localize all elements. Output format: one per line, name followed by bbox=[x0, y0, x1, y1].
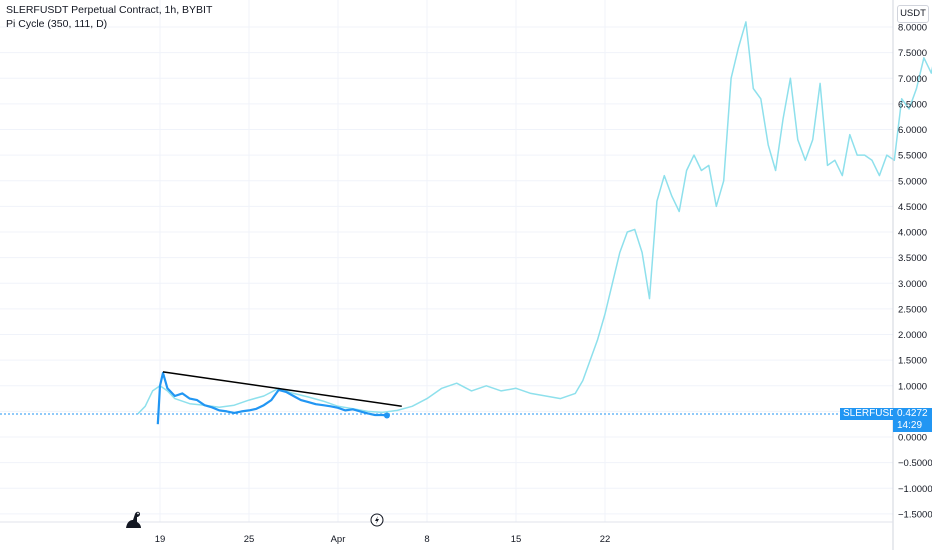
last-point-marker bbox=[383, 412, 390, 419]
trendline[interactable] bbox=[162, 371, 402, 407]
trendline-layer[interactable] bbox=[162, 371, 402, 407]
y-tick-label: 4.0000 bbox=[898, 228, 927, 239]
y-tick-label: 5.0000 bbox=[898, 176, 927, 187]
bar-countdown: 14:29 bbox=[897, 420, 923, 431]
y-tick-label: 2.0000 bbox=[898, 330, 927, 341]
last-price-box: 0.4272 14:29 bbox=[893, 408, 932, 432]
y-tick-label: 1.5000 bbox=[898, 356, 927, 367]
chart-title: SLERFUSDT Perpetual Contract, 1h, BYBIT bbox=[6, 4, 213, 16]
y-tick-label: 7.0000 bbox=[898, 74, 927, 85]
tradingview-logo-icon[interactable] bbox=[126, 511, 141, 528]
pi-cycle-series-line bbox=[137, 21, 932, 415]
x-tick-label: 22 bbox=[600, 534, 611, 545]
y-tick-label: 3.0000 bbox=[898, 279, 927, 290]
price-series-line bbox=[156, 371, 388, 425]
price-axis[interactable]: 8.0000 7.5000 7.0000 6.5000 6.0000 5.5000 5.00… bbox=[898, 23, 932, 521]
y-tick-label: −1.5000 bbox=[898, 509, 932, 520]
lightning-icon[interactable] bbox=[370, 513, 384, 527]
series-layer bbox=[137, 21, 932, 425]
x-tick-label: 25 bbox=[244, 534, 255, 545]
y-tick-label: −1.0000 bbox=[898, 484, 932, 495]
last-price-value: 0.4272 bbox=[897, 408, 928, 419]
y-tick-label: 4.5000 bbox=[898, 202, 927, 213]
grid bbox=[0, 0, 893, 522]
indicator-label[interactable]: Pi Cycle (350, 111, D) bbox=[6, 18, 108, 30]
time-axis[interactable]: 19 25 Apr 8 15 22 bbox=[155, 534, 611, 545]
y-tick-label: 7.5000 bbox=[898, 48, 927, 59]
x-tick-label: 15 bbox=[511, 534, 522, 545]
y-tick-label: 8.0000 bbox=[898, 23, 927, 34]
x-tick-label: 8 bbox=[424, 534, 429, 545]
y-tick-label: 6.0000 bbox=[898, 125, 927, 136]
currency-button[interactable]: USDT bbox=[897, 5, 929, 23]
y-tick-label: 6.5000 bbox=[898, 99, 927, 110]
y-tick-label: 3.5000 bbox=[898, 253, 927, 264]
y-tick-label: 0.0000 bbox=[898, 433, 927, 444]
y-tick-label: 5.5000 bbox=[898, 151, 927, 162]
x-tick-label: 19 bbox=[155, 534, 166, 545]
y-tick-label: −0.5000 bbox=[898, 458, 932, 469]
x-tick-label: Apr bbox=[331, 534, 346, 545]
y-tick-label: 1.0000 bbox=[898, 381, 927, 392]
y-tick-label: 2.5000 bbox=[898, 304, 927, 315]
